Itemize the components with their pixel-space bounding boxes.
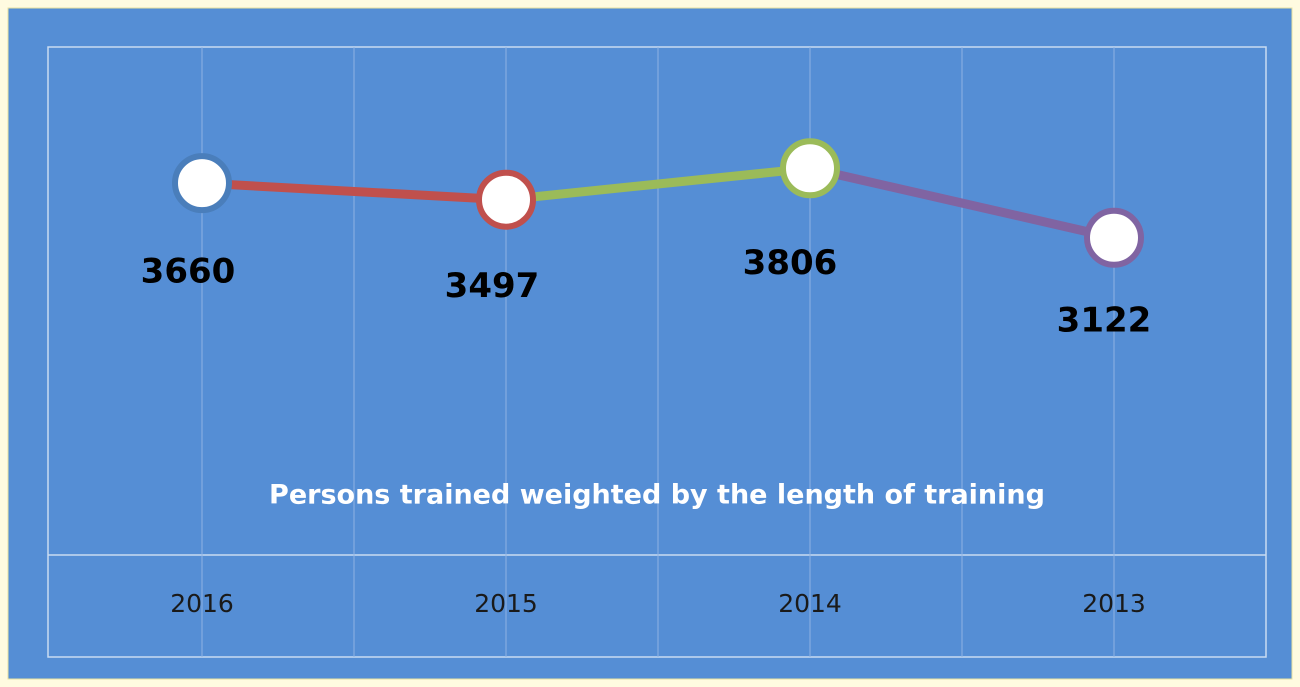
x-tick-label: 2014: [778, 589, 842, 618]
x-tick-label: 2015: [474, 589, 538, 618]
line-segment: [805, 163, 1119, 243]
x-tick-label: 2013: [1082, 589, 1146, 618]
plot-frame: [47, 46, 1267, 658]
data-label: 3806: [743, 243, 838, 283]
point-marker: [172, 153, 232, 214]
point-marker: [1084, 207, 1144, 268]
line-segment: [501, 163, 815, 205]
data-label: 3122: [1057, 300, 1152, 340]
data-label: 3660: [141, 252, 236, 292]
chart-background: [7, 7, 1293, 680]
line-segment: [197, 178, 511, 205]
point-marker: [476, 169, 536, 230]
point-marker: [780, 138, 840, 199]
data-label: 3497: [445, 266, 540, 306]
x-tick-label: 2016: [170, 589, 234, 618]
chart-title: Persons trained weighted by the length o…: [269, 480, 1045, 511]
